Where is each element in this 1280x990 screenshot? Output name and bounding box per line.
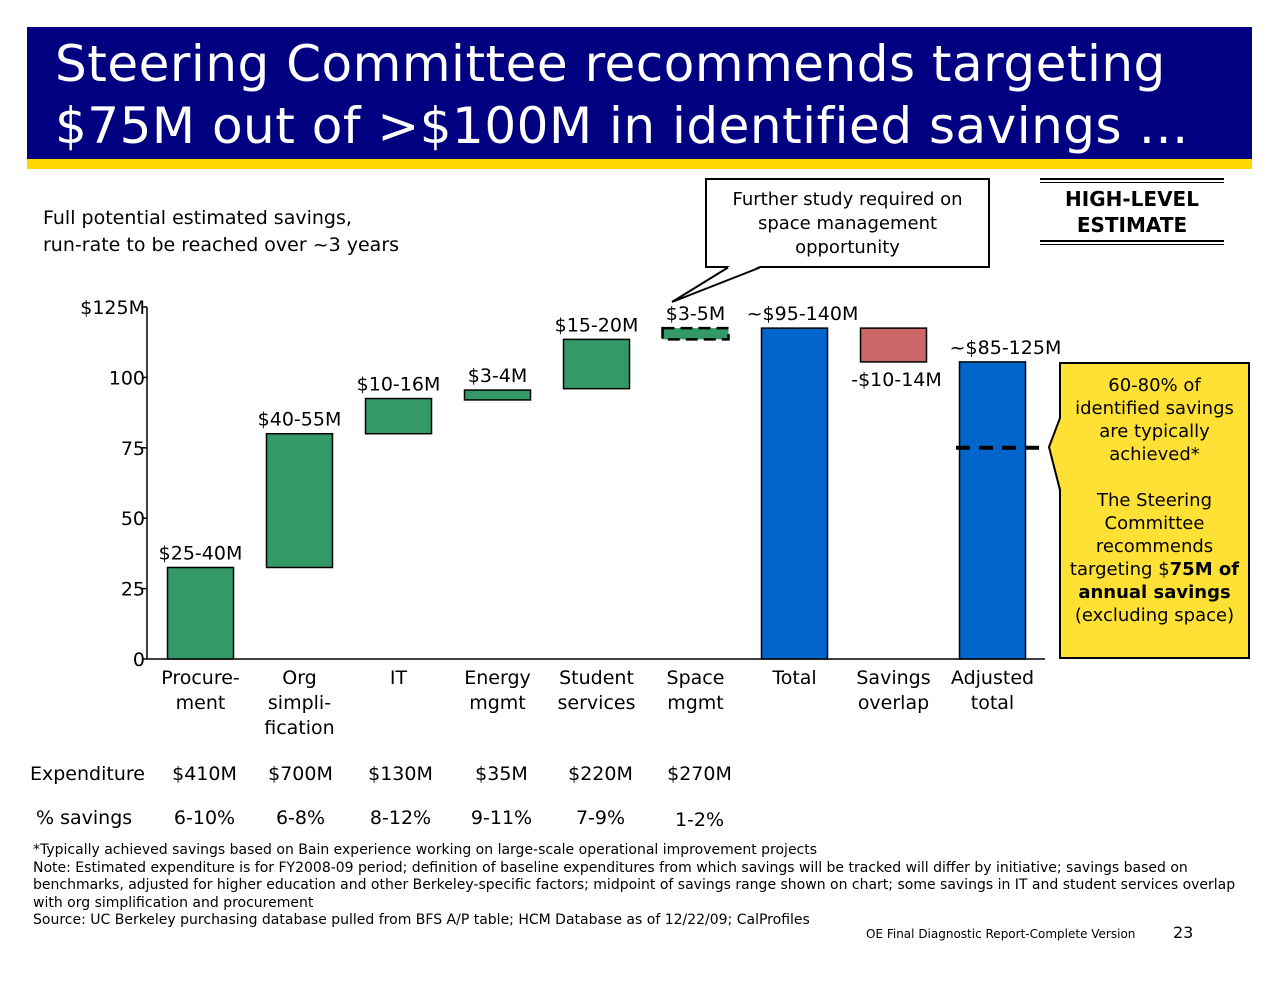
x-category-label: Adjusted [951,667,1034,689]
x-category-label: Total [771,667,816,689]
title-line-2: $75M out of >$100M in identified savings… [55,97,1189,155]
x-category-label: mgmt [469,692,526,714]
bar-value-label: -$10-14M [851,369,942,391]
bar-value-label: ~$85-125M [950,337,1062,359]
x-category-label: Procure- [161,667,240,689]
waterfall-bar [562,338,631,390]
savings-percent-value: 6-8% [275,807,326,829]
note-recommendation-bold: 75M of annual savings [1078,559,1240,603]
x-category-label: IT [390,667,408,689]
savings-percent-value: 7-9% [575,807,626,829]
note-recommendation-prefix: The Steering Committee recommends target… [1069,490,1214,580]
waterfall-bar [760,327,829,660]
x-category-label: fication [264,717,334,739]
expenditure-value: $410M [172,763,237,785]
expenditure-value: $35M [475,763,528,785]
waterfall-bar [859,327,928,363]
y-tick-label: 0 [133,649,145,671]
y-tick-label: 25 [121,579,145,601]
expenditure-value: $700M [268,763,333,785]
footnote-achieved: *Typically achieved savings based on Bai… [33,842,818,858]
savings-percent-value: 8-12% [369,807,432,829]
x-category-label: simpli- [268,692,331,714]
space-study-callout: Further study required on space manageme… [705,178,990,268]
footnote-note: Note: Estimated expenditure is for FY200… [33,859,1236,911]
x-category-label: Energy [464,667,531,689]
savings-percent-value: 6-10% [173,807,236,829]
x-category-label: total [971,692,1014,714]
expenditure-value: $270M [667,763,732,785]
savings-row-label: % savings [36,807,133,829]
chart-subtitle: Full potential estimated savings, run-ra… [43,205,399,259]
waterfall-bar [364,397,433,435]
y-tick-label: 50 [121,508,145,530]
badge-line-1: HIGH-LEVEL [1065,187,1199,211]
x-category-label: overlap [858,692,929,714]
y-tick-label: 75 [121,438,145,460]
target-note-box: 60-80% of identified savings are typical… [1059,362,1250,659]
waterfall-bar [661,326,730,341]
x-category-label: mgmt [667,692,724,714]
subtitle-line-2: run-rate to be reached over ~3 years [43,234,400,256]
x-category-label: Org [282,667,317,689]
footnote-source: Source: UC Berkeley purchasing database … [33,912,810,928]
x-category-label: Space [667,667,725,689]
page-number: 23 [1173,923,1194,942]
waterfall-bar [958,361,1027,660]
savings-percent-value: 1-2% [674,809,725,831]
expenditure-value: $130M [368,763,433,785]
title-line-1: Steering Committee recommends targeting [55,35,1166,93]
footnotes: *Typically achieved savings based on Bai… [33,842,1243,930]
subtitle-line-1: Full potential estimated savings, [43,207,352,229]
y-tick-label: 100 [109,367,145,389]
x-category-label: services [558,692,636,714]
note-recommendation-suffix: (excluding space) [1074,605,1235,626]
bar-value-label: $3-4M [468,365,528,387]
high-level-estimate-badge: HIGH-LEVEL ESTIMATE [1040,178,1224,245]
x-category-label: ment [176,692,226,714]
title-banner: Steering Committee recommends targeting … [27,27,1252,159]
bar-value-label: $25-40M [159,542,243,564]
expenditure-row-label: Expenditure [30,763,145,785]
expenditure-value: $220M [568,763,633,785]
waterfall-bar [166,566,235,660]
bar-value-label: ~$95-140M [747,303,859,325]
badge-line-2: ESTIMATE [1076,213,1188,237]
bar-value-label: $10-16M [357,374,441,396]
x-category-label: Student [559,667,634,689]
footer-report-name: OE Final Diagnostic Report-Complete Vers… [866,927,1136,941]
y-tick-label: $125M [80,297,145,319]
x-category-label: Savings [856,667,930,689]
note-achievement-text: 60-80% of identified savings are typical… [1075,375,1234,465]
bar-value-label: $40-55M [258,409,342,431]
waterfall-bar [265,432,334,569]
waterfall-bar [463,389,532,401]
bar-value-label: $15-20M [555,314,639,336]
savings-percent-value: 9-11% [470,807,533,829]
bar-value-label: $3-5M [666,303,726,325]
note-recommendation-text: The Steering Committee recommends target… [1067,489,1242,627]
title-underline [27,159,1252,169]
